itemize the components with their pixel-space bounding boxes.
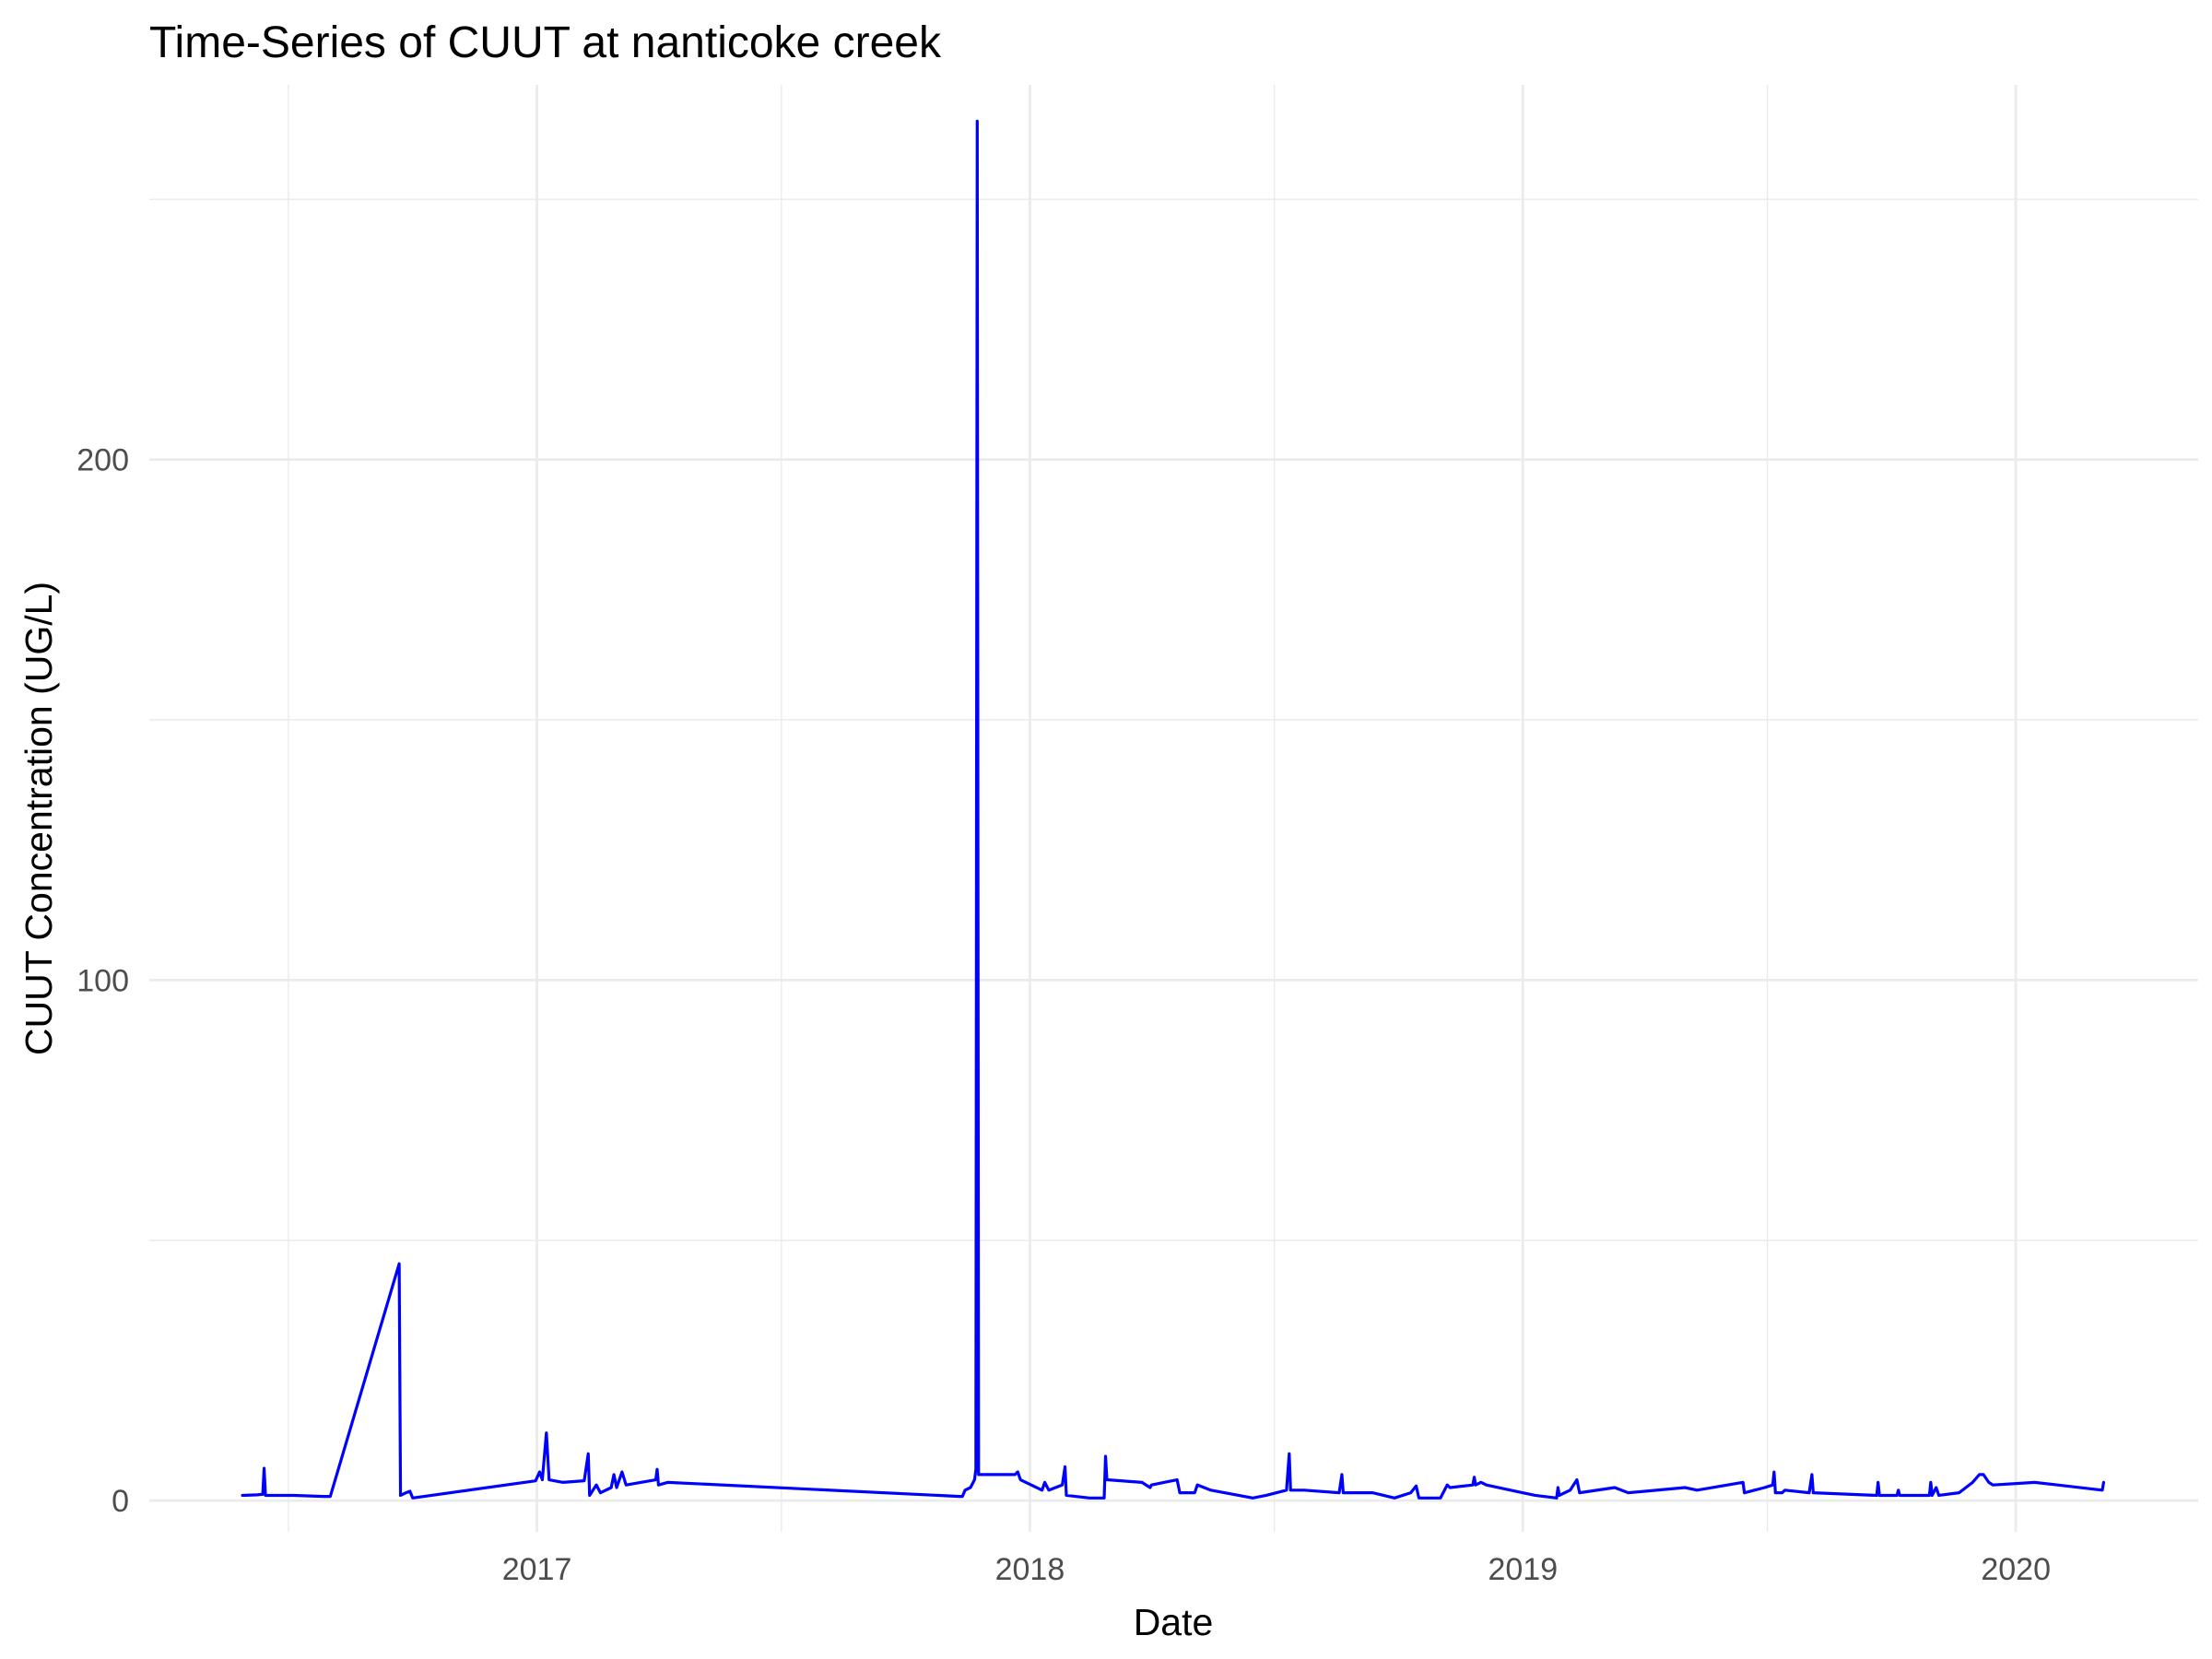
tick-labels: 2017 2018 2019 2020 0 100 200 [76, 443, 2051, 1587]
x-tick-label: 2020 [1981, 1552, 2051, 1587]
y-tick-label: 0 [112, 1484, 129, 1519]
chart-title: Time-Series of CUUT at nanticoke creek [149, 18, 942, 67]
x-tick-label: 2018 [995, 1552, 1065, 1587]
x-tick-label: 2019 [1488, 1552, 1558, 1587]
y-tick-label: 100 [76, 963, 129, 998]
series-line [241, 119, 2106, 1500]
series-layer [241, 119, 2106, 1500]
y-tick-label: 200 [76, 443, 129, 478]
y-axis-title: CUUT Concentration (UG/L) [18, 582, 60, 1055]
x-axis-title: Date [1134, 1601, 1214, 1643]
x-tick-label: 2017 [502, 1552, 572, 1587]
minor-gridlines [149, 85, 2198, 1532]
major-gridlines [149, 85, 2198, 1532]
